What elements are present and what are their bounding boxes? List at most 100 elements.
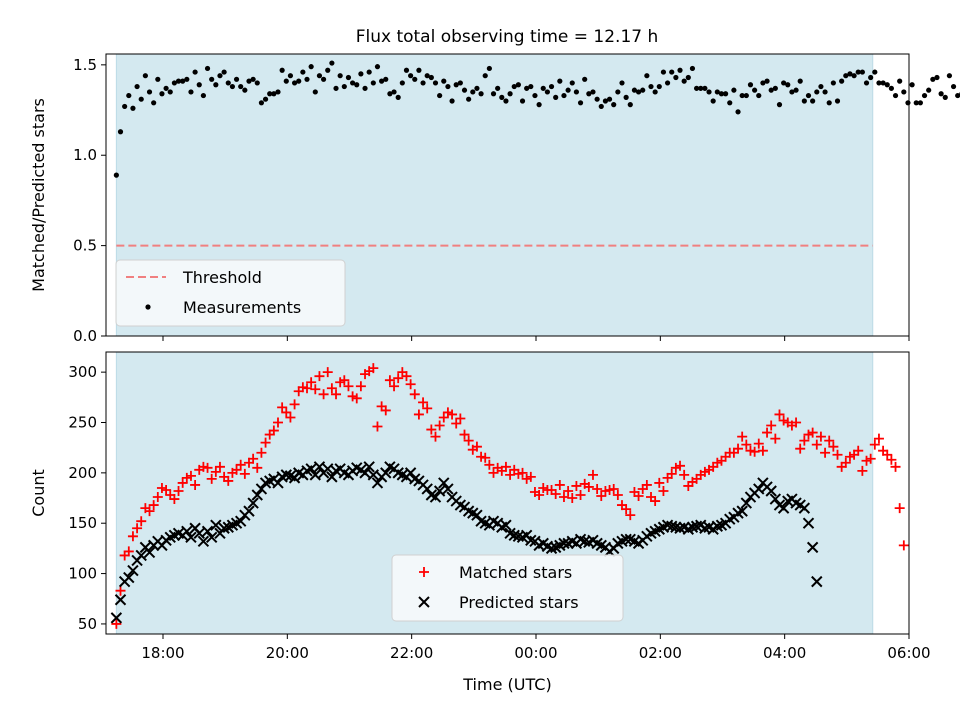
measurement-point [134, 83, 140, 90]
matched-star-point [268, 425, 279, 436]
measurement-point [942, 94, 948, 100]
measurement-point [196, 82, 202, 88]
legend-measurement-swatch [145, 304, 151, 310]
measurement-point [909, 82, 915, 88]
predicted-star-point [690, 520, 703, 532]
matched-star-point [127, 531, 138, 542]
measurement-point [611, 102, 617, 108]
predicted-star-point [686, 521, 699, 533]
x-tick-label: 00:00 [514, 644, 557, 662]
legend: Matched stars Predicted stars [391, 554, 624, 622]
matched-star-point [741, 439, 752, 450]
matched-star-point [252, 462, 263, 473]
measurement-point [880, 80, 886, 86]
measurement-point [930, 76, 936, 82]
measurement-point [747, 82, 754, 88]
measurement-point [602, 98, 609, 104]
measurement-point [615, 89, 621, 95]
measurement-point [689, 65, 696, 72]
measurement-point [304, 76, 310, 82]
matched-star-point [596, 491, 607, 502]
y-tick-label: 0.5 [73, 237, 97, 255]
predicted-star-point [363, 461, 375, 473]
matched-star-point [231, 464, 242, 475]
predicted-star-point [205, 531, 218, 544]
matched-star-point [409, 389, 420, 400]
series-measurements [113, 60, 960, 178]
matched-star-point [525, 471, 536, 482]
legend-box [115, 259, 346, 327]
matched-star-point [393, 373, 404, 384]
measurement-point [387, 91, 393, 97]
measurement-point [627, 102, 633, 108]
matched-star-point [658, 485, 669, 496]
measurement-point [548, 83, 555, 90]
measurement-point [731, 87, 737, 93]
measurement-point [582, 76, 588, 82]
predicted-star-point [185, 531, 197, 544]
measurement-point [727, 100, 733, 106]
legend-label: Predicted stars [459, 593, 579, 612]
measurement-point [544, 89, 550, 95]
measurement-point [188, 89, 194, 95]
matched-star-point [633, 491, 644, 502]
matched-star-point [791, 417, 802, 428]
measurement-point [926, 87, 932, 93]
matched-star-point [766, 420, 777, 431]
measurement-point [457, 80, 463, 86]
predicted-star-point [127, 564, 139, 577]
measurement-point [640, 87, 646, 93]
matched-star-point [115, 585, 126, 596]
measurement-point [146, 89, 153, 95]
predicted-star-point [545, 542, 558, 555]
measurement-point [271, 91, 277, 97]
x-tick-label: 22:00 [390, 644, 433, 662]
matched-star-point [587, 469, 598, 480]
measurement-point [424, 73, 430, 79]
measurement-point [921, 92, 928, 99]
matched-star-point [882, 449, 893, 460]
measurement-point [635, 89, 642, 95]
predicted-star-point [769, 493, 782, 505]
matched-star-point [281, 407, 292, 418]
matched-star-point [832, 449, 843, 460]
predicted-star-point [114, 594, 127, 606]
y-tick-label: 0.0 [73, 327, 97, 345]
measurement-point [175, 78, 182, 84]
matched-star-point [505, 469, 516, 480]
measurement-point [204, 65, 211, 72]
matched-star-point [500, 461, 511, 472]
predicted-star-point [798, 502, 811, 514]
predicted-star-point [201, 525, 214, 537]
matched-star-point [351, 393, 362, 404]
legend-box [391, 554, 624, 622]
matched-star-point [654, 477, 665, 488]
matched-star-point [451, 418, 462, 429]
axes-frame [105, 53, 910, 337]
measurement-point [341, 83, 347, 90]
matched-star-point [733, 443, 744, 454]
matched-star-point [799, 435, 810, 446]
measurement-point [540, 85, 546, 91]
measurement-point [822, 89, 828, 95]
matched-star-point [641, 479, 652, 490]
measurement-point [839, 78, 845, 84]
y-tick-label: 150 [68, 514, 97, 532]
measurement-point [702, 85, 708, 91]
measurement-point [905, 100, 911, 106]
predicted-star-point [193, 527, 205, 539]
measurement-point [453, 82, 459, 88]
matched-star-point [820, 447, 831, 458]
measurement-point [354, 82, 360, 88]
matched-star-point [152, 492, 163, 503]
top-panel-ratio: 0.0 0.5 1.0 1.5 Matched/Predicted stars Thres… [29, 53, 960, 345]
measurement-point [698, 85, 704, 91]
matched-star-point [438, 412, 449, 423]
measurement-point [370, 80, 376, 86]
matched-star-point [463, 435, 474, 446]
measurement-point [917, 100, 923, 106]
matched-star-point [202, 462, 213, 473]
measurement-point [258, 100, 265, 106]
matched-star-point [343, 381, 354, 392]
measurement-point [449, 98, 455, 104]
